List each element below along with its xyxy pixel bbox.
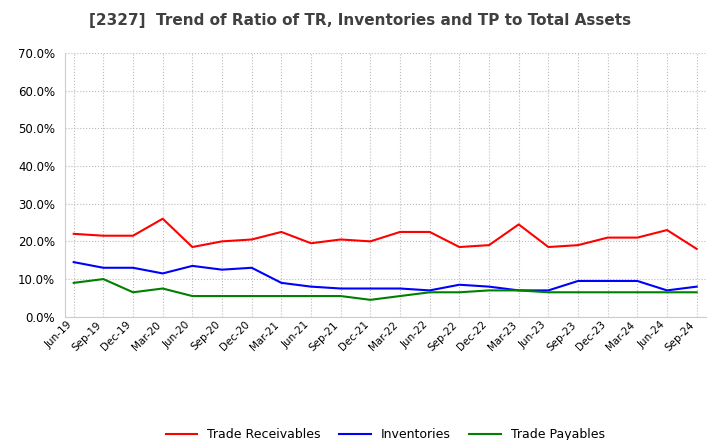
Trade Receivables xyxy=(366,239,374,244)
Line: Inventories: Inventories xyxy=(73,262,697,290)
Trade Payables xyxy=(99,276,108,282)
Trade Receivables xyxy=(336,237,345,242)
Inventories xyxy=(633,279,642,284)
Trade Receivables xyxy=(69,231,78,236)
Inventories xyxy=(158,271,167,276)
Inventories xyxy=(514,288,523,293)
Trade Receivables xyxy=(277,229,286,235)
Trade Payables xyxy=(514,288,523,293)
Trade Payables xyxy=(336,293,345,299)
Trade Receivables xyxy=(307,241,315,246)
Inventories xyxy=(693,284,701,289)
Inventories xyxy=(248,265,256,271)
Inventories xyxy=(366,286,374,291)
Trade Payables xyxy=(426,290,434,295)
Inventories xyxy=(99,265,108,271)
Inventories xyxy=(69,260,78,265)
Inventories xyxy=(188,263,197,268)
Trade Payables xyxy=(455,290,464,295)
Inventories xyxy=(603,279,612,284)
Trade Payables xyxy=(307,293,315,299)
Trade Receivables xyxy=(188,244,197,249)
Trade Receivables xyxy=(158,216,167,221)
Trade Receivables xyxy=(396,229,405,235)
Inventories xyxy=(336,286,345,291)
Text: [2327]  Trend of Ratio of TR, Inventories and TP to Total Assets: [2327] Trend of Ratio of TR, Inventories… xyxy=(89,13,631,28)
Trade Receivables xyxy=(662,227,671,233)
Inventories xyxy=(129,265,138,271)
Trade Payables xyxy=(633,290,642,295)
Line: Trade Payables: Trade Payables xyxy=(73,279,697,300)
Trade Receivables xyxy=(693,246,701,252)
Trade Receivables xyxy=(574,242,582,248)
Trade Receivables xyxy=(485,242,493,248)
Inventories xyxy=(574,279,582,284)
Trade Receivables xyxy=(603,235,612,240)
Inventories xyxy=(396,286,405,291)
Inventories xyxy=(426,288,434,293)
Legend: Trade Receivables, Inventories, Trade Payables: Trade Receivables, Inventories, Trade Pa… xyxy=(161,423,610,440)
Inventories xyxy=(307,284,315,289)
Trade Receivables xyxy=(544,244,553,249)
Trade Payables xyxy=(485,288,493,293)
Trade Payables xyxy=(544,290,553,295)
Trade Receivables xyxy=(129,233,138,238)
Trade Receivables xyxy=(248,237,256,242)
Trade Receivables xyxy=(217,239,226,244)
Trade Payables xyxy=(69,280,78,286)
Trade Receivables xyxy=(426,229,434,235)
Trade Receivables xyxy=(633,235,642,240)
Trade Payables xyxy=(603,290,612,295)
Inventories xyxy=(217,267,226,272)
Trade Payables xyxy=(693,290,701,295)
Trade Payables xyxy=(396,293,405,299)
Trade Payables xyxy=(366,297,374,302)
Inventories xyxy=(662,288,671,293)
Inventories xyxy=(485,284,493,289)
Trade Receivables xyxy=(99,233,108,238)
Trade Payables xyxy=(217,293,226,299)
Trade Payables xyxy=(158,286,167,291)
Trade Payables xyxy=(574,290,582,295)
Trade Receivables xyxy=(455,244,464,249)
Trade Payables xyxy=(662,290,671,295)
Inventories xyxy=(455,282,464,287)
Trade Payables xyxy=(129,290,138,295)
Inventories xyxy=(277,280,286,286)
Trade Receivables xyxy=(514,222,523,227)
Trade Payables xyxy=(277,293,286,299)
Line: Trade Receivables: Trade Receivables xyxy=(73,219,697,249)
Trade Payables xyxy=(248,293,256,299)
Inventories xyxy=(544,288,553,293)
Trade Payables xyxy=(188,293,197,299)
